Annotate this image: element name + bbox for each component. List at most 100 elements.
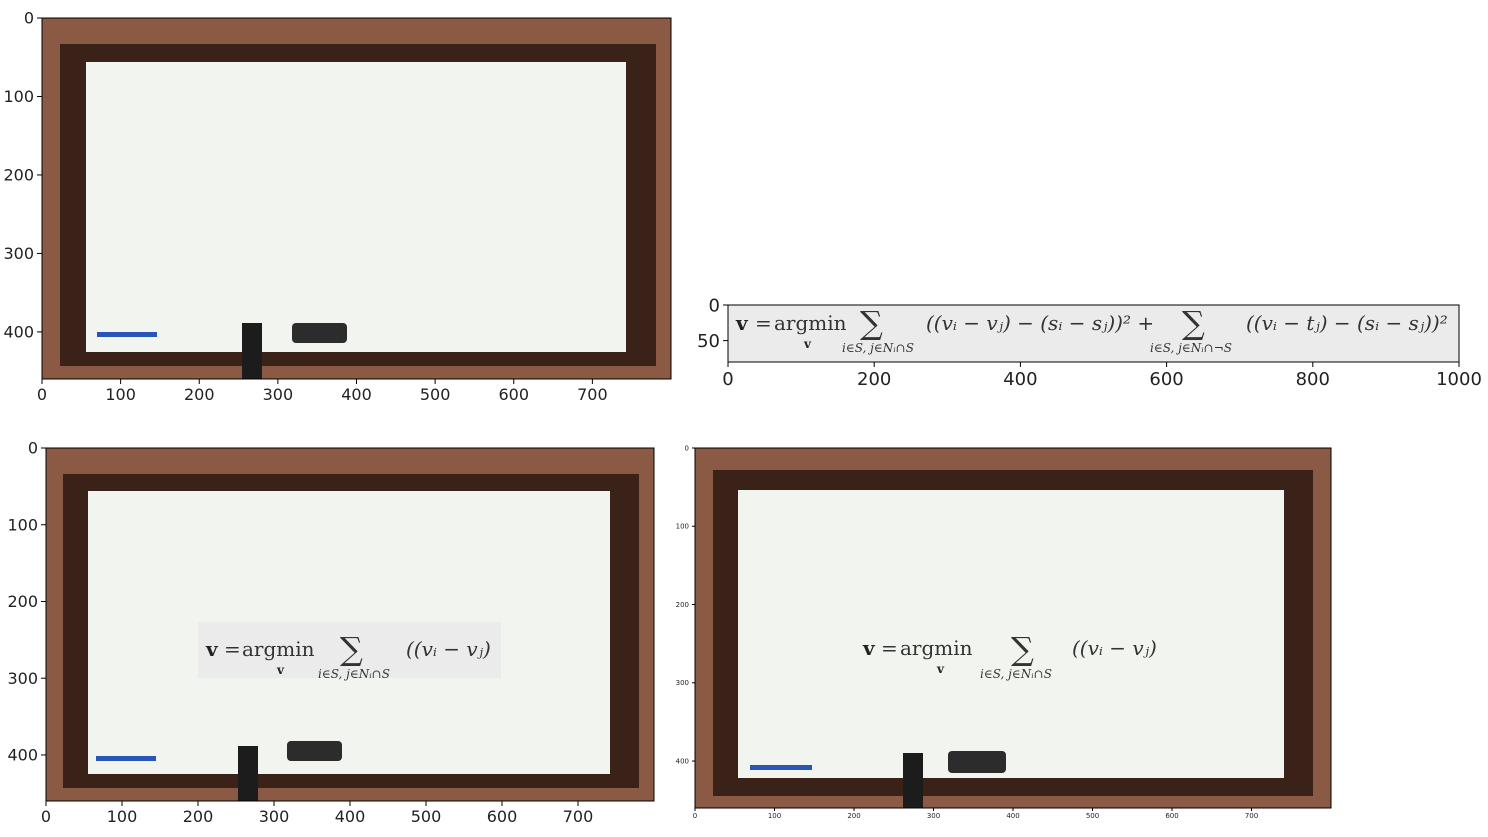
eq-sum1-sub: i∈S, j∈Nᵢ∩S <box>842 341 914 355</box>
eq-argmin-sub: v <box>276 663 285 677</box>
x-tick-label: 1000 <box>1436 369 1482 390</box>
eraser <box>287 741 342 761</box>
x-tick-label: 800 <box>1296 369 1330 390</box>
y-tick-label: 400 <box>3 323 34 342</box>
y-tick-label: 400 <box>7 746 38 765</box>
x-tick-label: 100 <box>105 385 136 404</box>
x-ticks: 0 100 200 300 400 500 600 700 <box>693 808 1258 820</box>
y-tick-label: 300 <box>3 244 34 263</box>
y-tick-label: 300 <box>676 679 689 687</box>
y-ticks: 0 50 <box>697 295 728 352</box>
x-tick-label: 200 <box>183 807 214 826</box>
eq-lhs: v <box>205 637 219 661</box>
clip <box>903 753 923 808</box>
plot-whiteboard-patch: v = argmin v ∑ i∈S, j∈Nᵢ∩S ((vᵢ − vⱼ) 0 1… <box>7 439 655 826</box>
y-tick-label: 200 <box>3 166 34 185</box>
eq-sigma: ∑ <box>340 630 363 668</box>
panel-whiteboard-original: 0 100 200 300 400 500 600 700 0 100 200 300 400 <box>0 0 690 420</box>
x-tick-label: 700 <box>577 385 608 404</box>
x-tick-label: 500 <box>411 807 442 826</box>
eq-sigma-2: ∑ <box>1182 304 1205 342</box>
marker <box>750 765 812 770</box>
plot-whiteboard-blended: v = argmin v ∑ i∈S, j∈Nᵢ∩S ((vᵢ − vⱼ) 0 1… <box>676 444 1332 820</box>
plot-equation-image: v = argmin v ∑ i∈S, j∈Nᵢ∩S ((vᵢ − vⱼ) − … <box>697 295 1482 390</box>
eq-lhs: v <box>735 311 749 335</box>
eq-term2: ((vᵢ − tⱼ) − (sᵢ − sⱼ))² <box>1246 311 1448 335</box>
x-tick-label: 400 <box>341 385 372 404</box>
eraser <box>948 751 1006 773</box>
x-tick-label: 600 <box>498 385 529 404</box>
x-tick-label: 600 <box>1149 369 1183 390</box>
equation-patch <box>198 622 501 678</box>
x-tick-label: 700 <box>563 807 594 826</box>
x-tick-label: 400 <box>335 807 366 826</box>
clip <box>238 746 258 801</box>
x-tick-label: 0 <box>693 812 697 820</box>
y-tick-label: 0 <box>28 439 38 458</box>
x-tick-label: 100 <box>768 812 781 820</box>
x-tick-label: 100 <box>107 807 138 826</box>
y-tick-label: 100 <box>676 523 689 531</box>
x-tick-label: 600 <box>487 807 518 826</box>
eq-sigma-1: ∑ <box>860 304 883 342</box>
eq-term1: ((vᵢ − vⱼ) − (sᵢ − sⱼ))² + <box>926 311 1154 335</box>
axes-frame <box>727 304 1460 363</box>
equation-background <box>728 305 1459 362</box>
eq-argmin: argmin <box>242 637 315 661</box>
equation-full: v = argmin v ∑ i∈S, j∈Nᵢ∩S ((vᵢ − vⱼ) − … <box>735 304 1448 355</box>
eq-equals: = <box>881 636 898 660</box>
x-tick-label: 700 <box>1245 812 1258 820</box>
y-ticks: 0 100 200 300 400 <box>676 444 695 765</box>
eq-sum2-sub: i∈S, j∈Nᵢ∩¬S <box>1150 341 1232 355</box>
whiteboard-photo <box>42 18 671 379</box>
marker <box>97 332 157 337</box>
y-ticks: 0 100 200 300 400 <box>3 9 42 342</box>
x-ticks: 0 100 200 300 400 500 600 700 <box>41 801 593 826</box>
x-tick-label: 300 <box>263 385 294 404</box>
eq-sigma: ∑ <box>1011 630 1034 668</box>
eq-sum1-sub: i∈S, j∈Nᵢ∩S <box>980 667 1052 681</box>
x-tick-label: 300 <box>927 812 940 820</box>
x-tick-label: 600 <box>1165 812 1178 820</box>
clip <box>242 323 262 379</box>
x-tick-label: 200 <box>184 385 215 404</box>
y-ticks: 0 100 200 300 400 <box>7 439 46 765</box>
y-tick-label: 300 <box>7 669 38 688</box>
x-tick-label: 400 <box>1003 369 1037 390</box>
y-tick-label: 200 <box>676 601 689 609</box>
eq-equals: = <box>224 637 241 661</box>
x-tick-label: 0 <box>722 369 733 390</box>
y-tick-label: 400 <box>676 757 689 765</box>
y-tick-label: 100 <box>7 515 38 534</box>
panel-whiteboard-blended-equation: v = argmin v ∑ i∈S, j∈Nᵢ∩S ((vᵢ − vⱼ) 0 1… <box>670 438 1350 837</box>
eq-argmin: argmin <box>774 311 847 335</box>
x-tick-label: 0 <box>37 385 47 404</box>
panel-equation-image: v = argmin v ∑ i∈S, j∈Nᵢ∩S ((vᵢ − vⱼ) − … <box>697 290 1488 405</box>
eq-argmin-sub: v <box>803 337 812 351</box>
panel-whiteboard-with-equation-patch: v = argmin v ∑ i∈S, j∈Nᵢ∩S ((vᵢ − vⱼ) 0 1… <box>0 438 670 837</box>
y-tick-label: 0 <box>685 444 689 452</box>
eraser <box>292 323 347 343</box>
y-tick-label: 100 <box>3 87 34 106</box>
x-ticks: 0 100 200 300 400 500 600 700 <box>37 379 608 404</box>
eq-sum1-sub: i∈S, j∈Nᵢ∩S <box>318 667 390 681</box>
x-tick-label: 200 <box>857 369 891 390</box>
eq-lhs: v <box>862 636 876 660</box>
x-tick-label: 300 <box>259 807 290 826</box>
marker <box>96 756 156 761</box>
eq-argmin-sub: v <box>936 662 945 676</box>
y-tick-label: 200 <box>7 592 38 611</box>
plot-whiteboard-original: 0 100 200 300 400 500 600 700 0 100 200 300 400 <box>3 9 672 404</box>
eq-partial-term: ((vᵢ − vⱼ) <box>406 637 491 661</box>
y-tick-label: 0 <box>709 295 720 316</box>
x-tick-label: 0 <box>41 807 51 826</box>
y-tick-label: 0 <box>24 9 34 28</box>
eq-equals: = <box>755 311 772 335</box>
x-tick-label: 500 <box>1086 812 1099 820</box>
whiteboard-photo: v = argmin v ∑ i∈S, j∈Nᵢ∩S ((vᵢ − vⱼ) <box>695 448 1331 808</box>
eq-argmin: argmin <box>900 636 973 660</box>
x-ticks: 0 200 400 600 800 1000 <box>722 362 1482 390</box>
eq-partial-term: ((vᵢ − vⱼ) <box>1072 636 1157 660</box>
x-tick-label: 400 <box>1006 812 1019 820</box>
whiteboard-photo: v = argmin v ∑ i∈S, j∈Nᵢ∩S ((vᵢ − vⱼ) <box>46 448 654 801</box>
